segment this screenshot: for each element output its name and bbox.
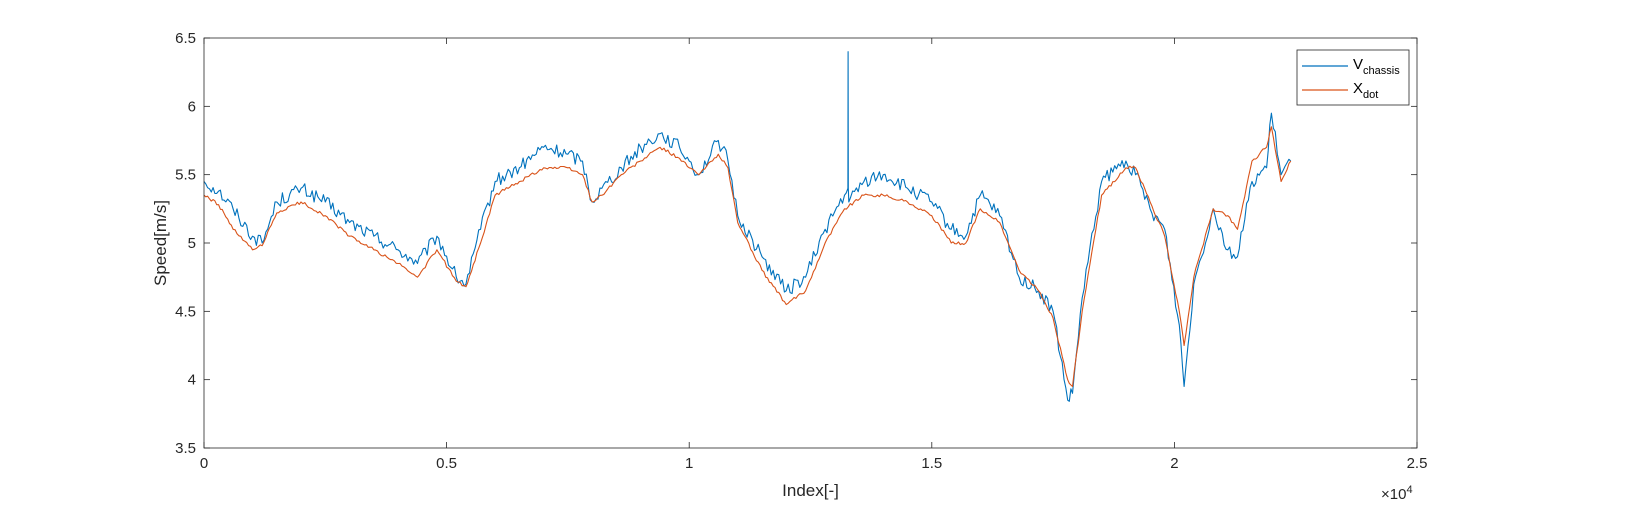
y-tick-label: 5.5: [175, 167, 196, 184]
y-tick-label: 4: [188, 372, 196, 389]
legend-entry-v-chassis-sub: chassis: [1363, 65, 1400, 77]
x-tick-label: 1: [685, 455, 693, 472]
x-axis-exponent-power: 4: [1406, 484, 1412, 496]
legend-entry-x-dot-sub: dot: [1363, 89, 1378, 101]
x-axis-label: Index[-]: [782, 481, 839, 500]
legend-entry-v-chassis-main: V: [1353, 56, 1363, 73]
x-tick-label: 2.5: [1407, 455, 1428, 472]
legend: Vchassis Xdot: [1296, 49, 1410, 106]
y-tick-label: 4.5: [175, 303, 196, 320]
series-line-v-chassis: [203, 51, 1292, 402]
plot-area: [204, 38, 1417, 448]
legend-entry-x-dot: Xdot: [1353, 80, 1378, 101]
legend-entry-x-dot-main: X: [1353, 80, 1363, 97]
axes-layer: 0 0.5 1 1.5 2 2.5 3.5 4 4.5 5 5.5 6 6.5: [175, 30, 1427, 472]
series-line-x-dot: [203, 126, 1292, 388]
x-axis-exponent-base: ×10: [1381, 486, 1406, 503]
y-axis-label: Speed[m/s]: [151, 200, 170, 286]
x-tick-label: 1.5: [921, 455, 942, 472]
y-tick-label: 6: [188, 98, 196, 115]
x-tick-label: 2: [1170, 455, 1178, 472]
x-tick-label: 0: [200, 455, 208, 472]
legend-entry-v-chassis: Vchassis: [1353, 56, 1400, 77]
y-tick-label: 5: [188, 235, 196, 252]
y-tick-label: 3.5: [175, 440, 196, 457]
legend-box: [1296, 49, 1410, 106]
y-tick-label: 6.5: [175, 30, 196, 47]
x-axis-exponent: ×104: [1381, 484, 1413, 503]
x-tick-label: 0.5: [436, 455, 457, 472]
series-layer: [203, 51, 1292, 402]
